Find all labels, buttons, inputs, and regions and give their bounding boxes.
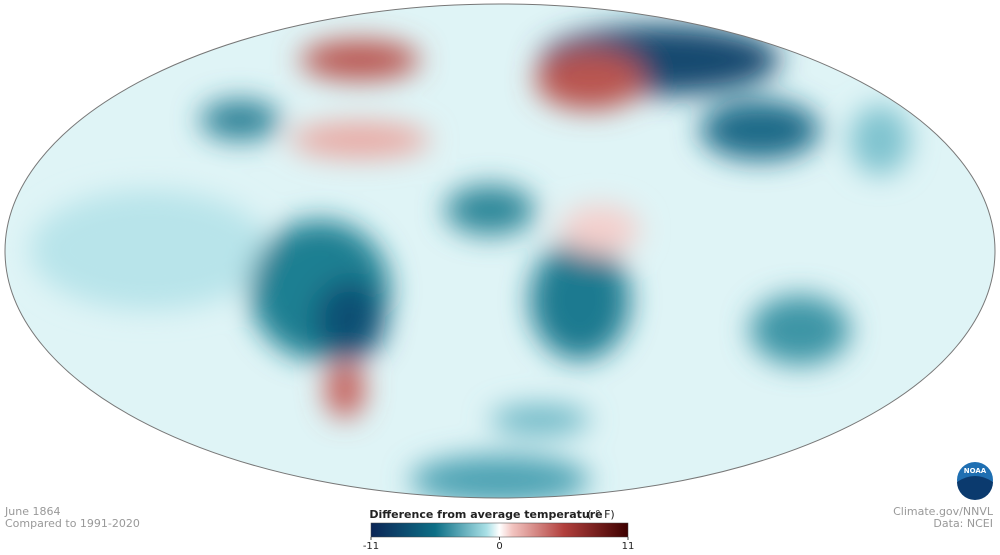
tick-label: 11: [622, 541, 635, 552]
tick-label: 0: [496, 541, 502, 552]
color-scale: [370, 522, 629, 538]
color-legend: Difference from average temperature ( ° …: [363, 508, 635, 552]
data-credit: Data: NCEI: [933, 517, 993, 530]
source-credit: Climate.gov/NNVL: [893, 505, 994, 518]
anomaly-field: [30, 25, 910, 498]
noaa-logo: NOAA: [957, 462, 993, 500]
legend-unit: ( ° F): [587, 508, 614, 521]
tick-label: -11: [363, 541, 379, 552]
temperature-map: [4, 3, 996, 499]
legend-title: Difference from average temperature: [369, 508, 602, 521]
date-label: June 1864: [4, 505, 60, 518]
baseline-label: Compared to 1991-2020: [5, 517, 140, 530]
globe-outline: [4, 3, 996, 499]
logo-text: NOAA: [964, 467, 987, 475]
